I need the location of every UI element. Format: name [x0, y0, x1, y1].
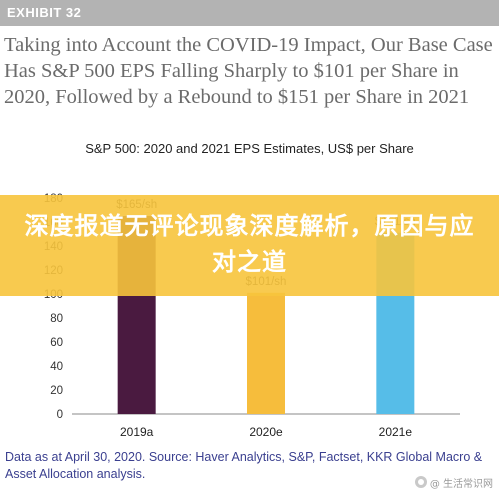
banner-text: 深度报道无评论现象深度解析，原因与应对之道 [24, 212, 475, 276]
y-tick-label: 60 [50, 337, 63, 349]
chart-title: S&P 500: 2020 and 2021 EPS Estimates, US… [85, 141, 414, 156]
source-note: Data as at April 30, 2020. Source: Haver… [5, 450, 483, 481]
x-category-label: 2019a [120, 425, 154, 439]
y-tick-label: 40 [50, 361, 63, 373]
headline: Taking into Account the COVID-19 Impact,… [4, 34, 493, 108]
y-tick-label: 20 [50, 385, 63, 397]
watermark-logo-icon [414, 476, 427, 488]
y-tick-label: 0 [57, 409, 63, 421]
x-category-label: 2020e [249, 425, 283, 439]
exhibit-label: EXHIBIT 32 [7, 5, 82, 20]
watermark: @ 生活常识网 [414, 475, 493, 490]
y-tick-label: 80 [50, 313, 63, 325]
bar [247, 292, 285, 414]
x-category-label: 2021e [379, 425, 413, 439]
overlay-banner: 深度报道无评论现象深度解析，原因与应对之道 [0, 195, 499, 296]
exhibit-header-bar: EXHIBIT 32 [0, 0, 499, 26]
watermark-text: @ 生活常识网 [429, 478, 493, 490]
